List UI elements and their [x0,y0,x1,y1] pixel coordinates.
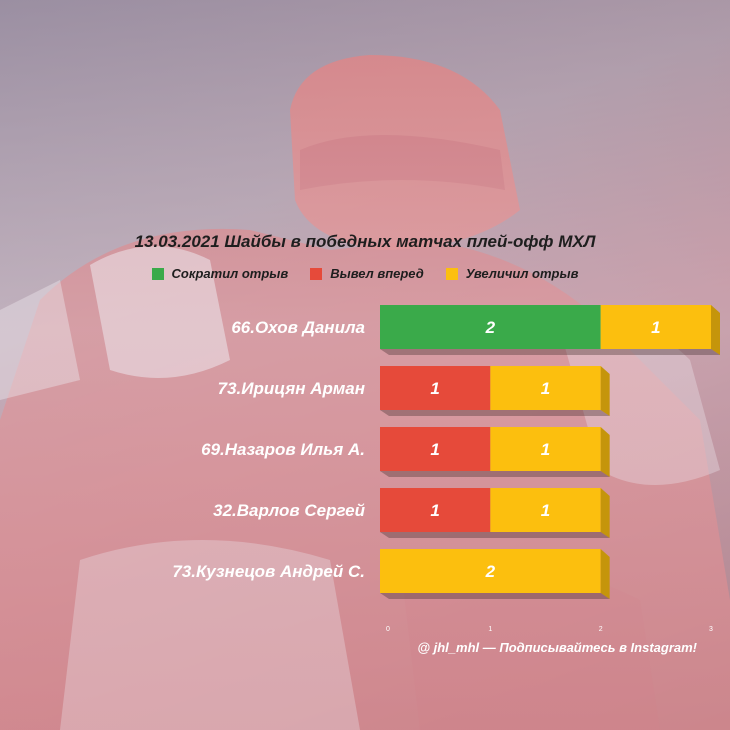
data-label: 1 [430,501,439,520]
bar-side-face [600,366,610,416]
legend-item-increased-gap: Увеличил отрыв [445,266,579,281]
bar-bottom-face [380,532,610,538]
x-tick-label: 3 [709,626,713,633]
bar-bottom-face [380,471,610,477]
data-label: 1 [541,501,550,520]
bar-segment [490,366,601,410]
bar-segment [380,427,491,471]
legend-swatch-shortened-gap [151,267,164,280]
legend-label-took-lead: Вывел вперед [330,266,424,281]
data-label: 1 [651,318,660,337]
category-label: 73.Ирицян Арман [218,379,365,398]
chart-legend: Сократил отрыв Вывел вперед Увеличил отр… [0,266,730,281]
bar-side-face [600,549,610,599]
legend-label-increased-gap: Увеличил отрыв [465,266,579,281]
data-label: 1 [541,440,550,459]
category-label: 69.Назаров Илья А. [201,440,365,459]
category-label: 32.Варлов Сергей [213,501,365,520]
footer-credit: @ jhl_mhl — Подписывайтесь в Instagram! [417,640,697,655]
bar-segment [490,488,601,532]
legend-item-took-lead: Вывел вперед [310,266,424,281]
bar-segment [380,549,601,593]
bar-segment [600,305,711,349]
legend-swatch-took-lead [310,267,323,280]
bar-segment [380,488,491,532]
data-label: 1 [430,379,439,398]
x-tick-label: 1 [488,626,492,633]
legend-swatch-increased-gap [445,267,458,280]
data-label: 2 [485,562,496,581]
legend-label-shortened-gap: Сократил отрыв [171,266,289,281]
legend-item-shortened-gap: Сократил отрыв [151,266,289,281]
bar-side-face [600,427,610,477]
x-tick-label: 0 [386,626,390,633]
bar-segment [380,305,601,349]
bar-side-face [711,305,720,355]
bar-segment [490,427,601,471]
x-tick-label: 2 [599,626,603,633]
data-label: 1 [541,379,550,398]
bar-side-face [600,488,610,538]
category-label: 66.Охов Данила [231,318,365,337]
bar-bottom-face [380,349,720,355]
bar-bottom-face [380,410,610,416]
bar-bottom-face [380,593,610,599]
bar-segment [380,366,491,410]
data-label: 2 [485,318,496,337]
data-label: 1 [430,440,439,459]
chart-title: 13.03.2021 Шайбы в победных матчах плей-… [134,232,596,251]
category-label: 73.Кузнецов Андрей С. [172,562,365,581]
